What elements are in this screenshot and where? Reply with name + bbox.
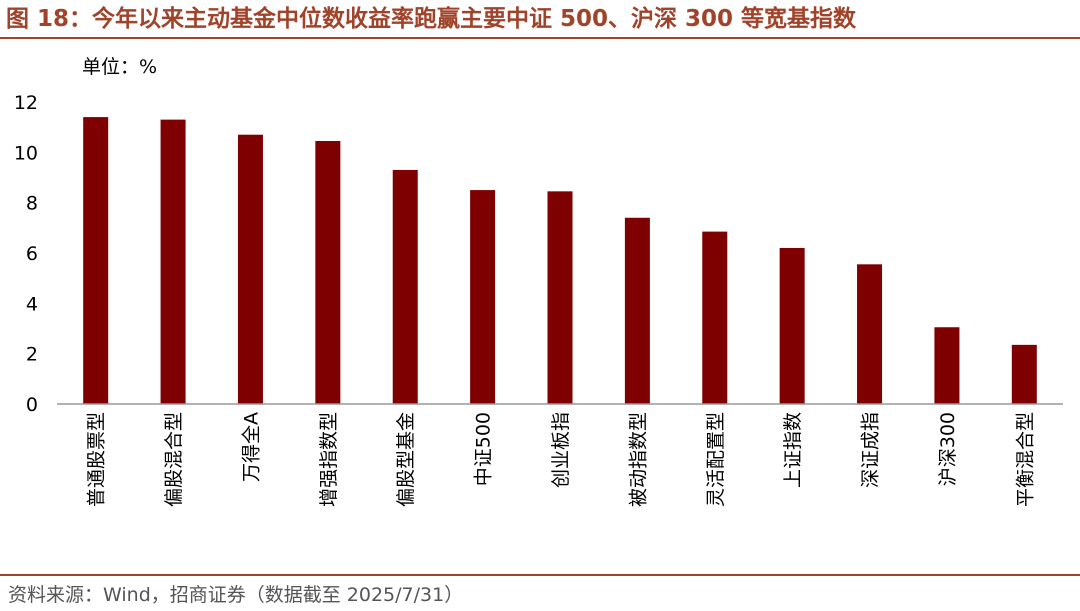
bar xyxy=(779,247,805,404)
category-label: 深证成指 xyxy=(860,412,882,488)
bar xyxy=(624,217,650,404)
category-label: 偏股混合型 xyxy=(163,412,185,507)
category-label: 增强指数型 xyxy=(318,412,340,507)
bar xyxy=(1011,344,1037,404)
bar xyxy=(392,169,418,404)
bar xyxy=(702,231,728,404)
bar xyxy=(237,134,263,404)
bar xyxy=(315,141,341,404)
bars xyxy=(83,117,1037,404)
y-tick-label: 2 xyxy=(26,344,38,366)
title-divider xyxy=(0,37,1080,39)
category-labels: 普通股票型 偏股混合型 万得全A 增强指数型 偏股型基金 中证500 创业板指 被动指数型 灵活… xyxy=(86,412,1037,507)
bar xyxy=(934,327,960,404)
y-tick-label: 8 xyxy=(26,193,38,215)
bar xyxy=(547,191,573,404)
bar xyxy=(160,119,186,404)
category-label: 灵活配置型 xyxy=(705,412,727,507)
category-label: 普通股票型 xyxy=(86,412,108,507)
category-label: 中证500 xyxy=(473,412,495,486)
footer-divider xyxy=(0,574,1080,576)
y-tick-label: 6 xyxy=(26,243,38,265)
y-tick-label: 10 xyxy=(14,142,38,164)
category-label: 沪深300 xyxy=(937,412,959,486)
y-tick-label: 12 xyxy=(14,92,38,114)
bar xyxy=(83,117,109,404)
y-axis-ticks: 0 2 4 6 8 10 12 xyxy=(14,92,38,416)
category-label: 上证指数 xyxy=(782,412,804,488)
category-label: 平衡混合型 xyxy=(1014,412,1036,507)
unit-label: 单位：% xyxy=(82,56,158,78)
category-label: 创业板指 xyxy=(550,412,572,488)
category-label: 万得全A xyxy=(240,412,262,482)
category-label: 被动指数型 xyxy=(627,412,649,507)
bar xyxy=(470,190,496,404)
y-tick-label: 0 xyxy=(26,394,38,416)
chart-title: 图 18：今年以来主动基金中位数收益率跑赢主要中证 500、沪深 300 等宽基… xyxy=(6,6,857,32)
y-tick-label: 4 xyxy=(26,293,38,315)
category-label: 偏股型基金 xyxy=(395,412,417,507)
source-note: 资料来源：Wind，招商证券（数据截至 2025/7/31） xyxy=(8,584,464,606)
bar xyxy=(857,264,883,404)
